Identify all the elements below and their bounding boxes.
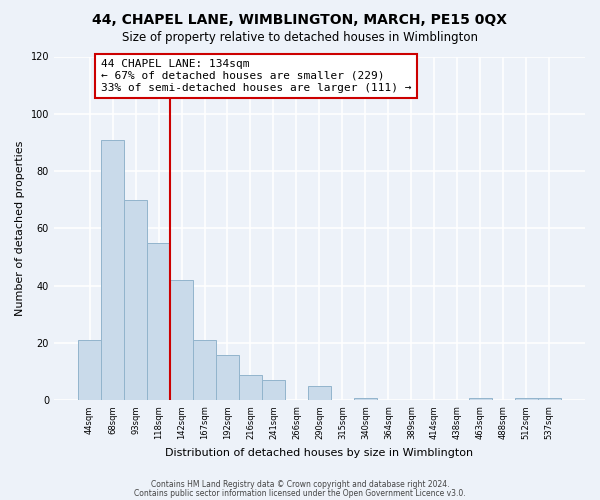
X-axis label: Distribution of detached houses by size in Wimblington: Distribution of detached houses by size … xyxy=(166,448,473,458)
Y-axis label: Number of detached properties: Number of detached properties xyxy=(15,141,25,316)
Bar xyxy=(538,398,561,400)
Bar xyxy=(170,280,193,400)
Text: Contains HM Land Registry data © Crown copyright and database right 2024.: Contains HM Land Registry data © Crown c… xyxy=(151,480,449,489)
Bar xyxy=(147,243,170,400)
Text: Size of property relative to detached houses in Wimblington: Size of property relative to detached ho… xyxy=(122,31,478,44)
Bar xyxy=(354,398,377,400)
Bar xyxy=(124,200,147,400)
Bar xyxy=(216,354,239,401)
Bar xyxy=(101,140,124,400)
Text: Contains public sector information licensed under the Open Government Licence v3: Contains public sector information licen… xyxy=(134,488,466,498)
Bar xyxy=(239,374,262,400)
Text: 44 CHAPEL LANE: 134sqm
← 67% of detached houses are smaller (229)
33% of semi-de: 44 CHAPEL LANE: 134sqm ← 67% of detached… xyxy=(101,60,412,92)
Bar xyxy=(515,398,538,400)
Text: 44, CHAPEL LANE, WIMBLINGTON, MARCH, PE15 0QX: 44, CHAPEL LANE, WIMBLINGTON, MARCH, PE1… xyxy=(92,12,508,26)
Bar xyxy=(469,398,492,400)
Bar xyxy=(308,386,331,400)
Bar xyxy=(262,380,285,400)
Bar xyxy=(78,340,101,400)
Bar xyxy=(193,340,216,400)
